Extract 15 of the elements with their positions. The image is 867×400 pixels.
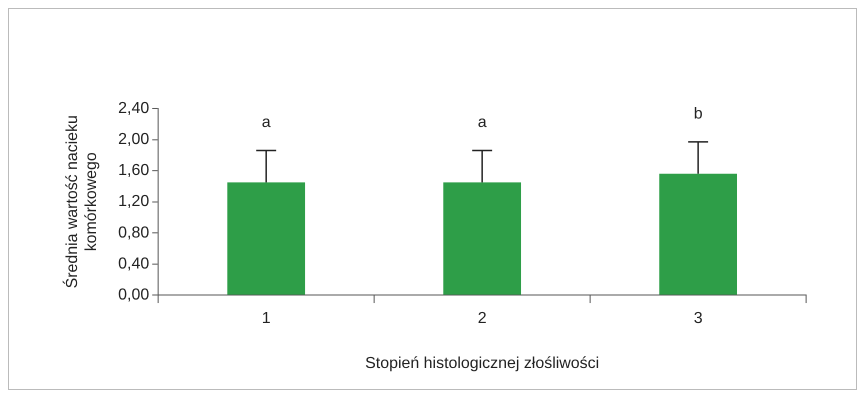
annotation: a bbox=[478, 114, 487, 131]
annotation: a bbox=[262, 114, 271, 131]
y-tick-label: 0,00 bbox=[118, 286, 150, 304]
y-tick-label: 2,40 bbox=[118, 100, 150, 117]
y-axis-title: Średnia wartość nacieku komórkowego bbox=[62, 115, 100, 288]
y-tick-label: 1,20 bbox=[118, 193, 150, 210]
y-tick-label: 0,40 bbox=[118, 255, 150, 272]
y-tick-label: 2,00 bbox=[118, 130, 150, 148]
y-tick-label: 0,80 bbox=[118, 224, 150, 242]
x-tick-label: 2 bbox=[478, 310, 487, 327]
x-tick-label: 3 bbox=[694, 310, 703, 327]
x-tick-label: 1 bbox=[262, 310, 271, 327]
annotation: b bbox=[694, 105, 703, 122]
x-axis-title: Stopień histologicznej złośliwości bbox=[365, 354, 600, 372]
y-tick-label: 1,60 bbox=[118, 162, 150, 180]
